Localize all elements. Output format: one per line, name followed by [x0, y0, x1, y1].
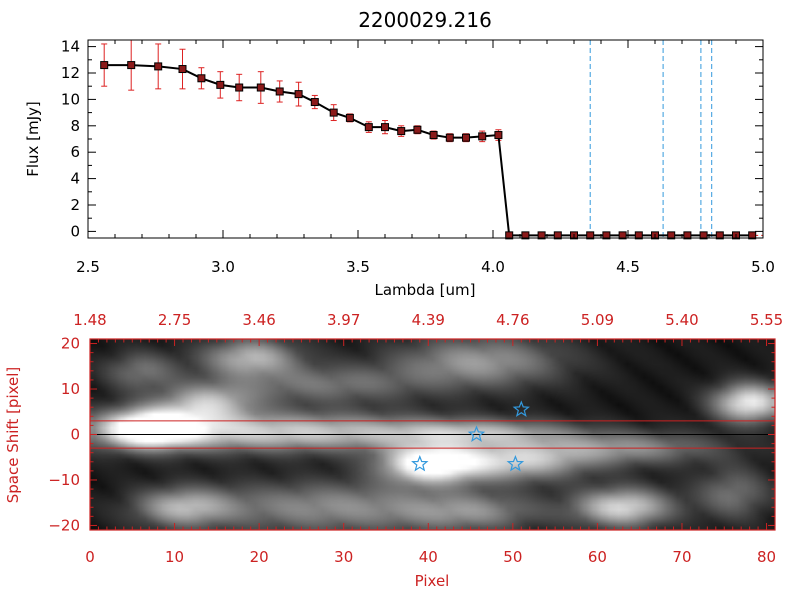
- flux-point: [345, 113, 354, 122]
- flux-point: [310, 98, 319, 107]
- x-tick-label: 40: [419, 548, 438, 566]
- x-tick-label: 0: [85, 548, 95, 566]
- flux-point: [154, 62, 163, 71]
- flux-line: [104, 64, 753, 237]
- spectrum-panel: 2200029.216 2.5 3.0 3.5 4.0 4.5 5.0 0 2 4 6 8 10 12 1…: [24, 8, 775, 299]
- flux-point: [667, 231, 676, 240]
- y-tick-label: 14: [61, 38, 80, 56]
- spectrum-y-axis-label: Flux [mJy]: [24, 101, 42, 177]
- flux-point: [521, 231, 530, 240]
- flux-point: [256, 83, 265, 92]
- flux-point: [478, 132, 487, 141]
- flux-point: [397, 127, 406, 136]
- y-tick-label: 0: [70, 426, 80, 444]
- heatmap-x-axis-label: Pixel: [415, 572, 450, 590]
- top-wavelength-label: 5.40: [665, 311, 698, 329]
- y-tick-label: 8: [70, 117, 80, 135]
- top-wavelength-label: 1.48: [73, 311, 106, 329]
- flux-point: [462, 133, 470, 142]
- flux-point: [413, 125, 422, 134]
- flux-point: [699, 231, 708, 240]
- flux-point: [553, 231, 562, 240]
- x-tick-label: 60: [588, 548, 607, 566]
- flux-point: [100, 61, 109, 70]
- flux-point: [748, 231, 757, 240]
- source-star-marker: [411, 454, 429, 472]
- flux-point: [178, 65, 187, 74]
- source-star-marker: [467, 425, 486, 442]
- flux-point: [197, 74, 206, 83]
- y-tick-label: 0: [70, 222, 80, 240]
- flux-point: [235, 83, 244, 92]
- wavelength-markers: [589, 40, 713, 238]
- flux-point: [602, 231, 611, 240]
- flux-point: [586, 231, 595, 240]
- flux-point: [294, 90, 303, 99]
- heatmap-overlay: [90, 400, 775, 472]
- spatial-panel: 0 1.48 10 2.75 20 3.46 30 3.97 40 4.39 50 4.76 60 5.0…: [4, 311, 783, 590]
- top-wavelength-label: 5.09: [581, 311, 614, 329]
- flux-point: [715, 231, 724, 240]
- flux-point: [634, 231, 643, 240]
- top-wavelength-label: 3.46: [242, 311, 275, 329]
- y-tick-label: −20: [48, 516, 80, 534]
- flux-point: [505, 231, 514, 240]
- source-star-marker: [512, 400, 530, 417]
- flux-point: [445, 133, 454, 142]
- flux-point: [537, 231, 546, 240]
- x-tick-label: 30: [334, 548, 353, 566]
- x-tick-label: 2.5: [76, 258, 100, 276]
- top-wavelength-label: 3.97: [327, 311, 360, 329]
- flux-point: [429, 131, 438, 140]
- source-star-marker: [506, 454, 525, 472]
- y-tick-label: 4: [70, 170, 80, 188]
- top-wavelength-label: 4.76: [496, 311, 529, 329]
- y-tick-label: 20: [61, 335, 80, 353]
- x-tick-label: 4.5: [616, 258, 640, 276]
- x-tick-label: 70: [672, 548, 691, 566]
- flux-point: [618, 231, 627, 240]
- flux-point: [275, 87, 284, 96]
- x-tick-label: 4.0: [481, 258, 505, 276]
- y-tick-label: 6: [70, 143, 80, 161]
- spectrum-title: 2200029.216: [358, 8, 492, 32]
- flux-point: [494, 131, 503, 140]
- spectrum-axes: 2.5 3.0 3.5 4.0 4.5 5.0 0 2 4 6 8 10 12 14: [61, 38, 775, 276]
- y-tick-label: −10: [48, 471, 80, 489]
- spectrum-plot-frame: [87, 39, 764, 239]
- flux-point: [127, 61, 136, 70]
- spectrum-x-axis-label: Lambda [um]: [375, 281, 476, 299]
- flux-point: [683, 231, 692, 240]
- x-tick-label: 80: [757, 548, 776, 566]
- x-tick-label: 5.0: [751, 258, 775, 276]
- flux-point: [381, 123, 389, 132]
- flux-point: [329, 108, 338, 117]
- x-tick-label: 50: [503, 548, 522, 566]
- x-tick-label: 20: [250, 548, 269, 566]
- x-tick-label: 3.5: [346, 258, 370, 276]
- top-wavelength-label: 2.75: [158, 311, 191, 329]
- top-wavelength-label: 4.39: [412, 311, 445, 329]
- spectrum-data: [100, 39, 763, 240]
- y-tick-label: 10: [61, 380, 80, 398]
- x-tick-label: 10: [165, 548, 184, 566]
- heatmap-axes: 0 1.48 10 2.75 20 3.46 30 3.97 40 4.39 50 4.76 60 5.0…: [48, 311, 783, 566]
- y-tick-label: 12: [61, 64, 80, 82]
- top-wavelength-label: 5.55: [750, 311, 783, 329]
- heatmap-y-axis-label: Space Shift [pixel]: [4, 367, 22, 504]
- x-tick-label: 3.0: [211, 258, 235, 276]
- y-tick-label: 10: [61, 90, 80, 108]
- flux-point: [364, 123, 373, 132]
- y-tick-label: 2: [70, 196, 80, 214]
- flux-point: [216, 80, 225, 89]
